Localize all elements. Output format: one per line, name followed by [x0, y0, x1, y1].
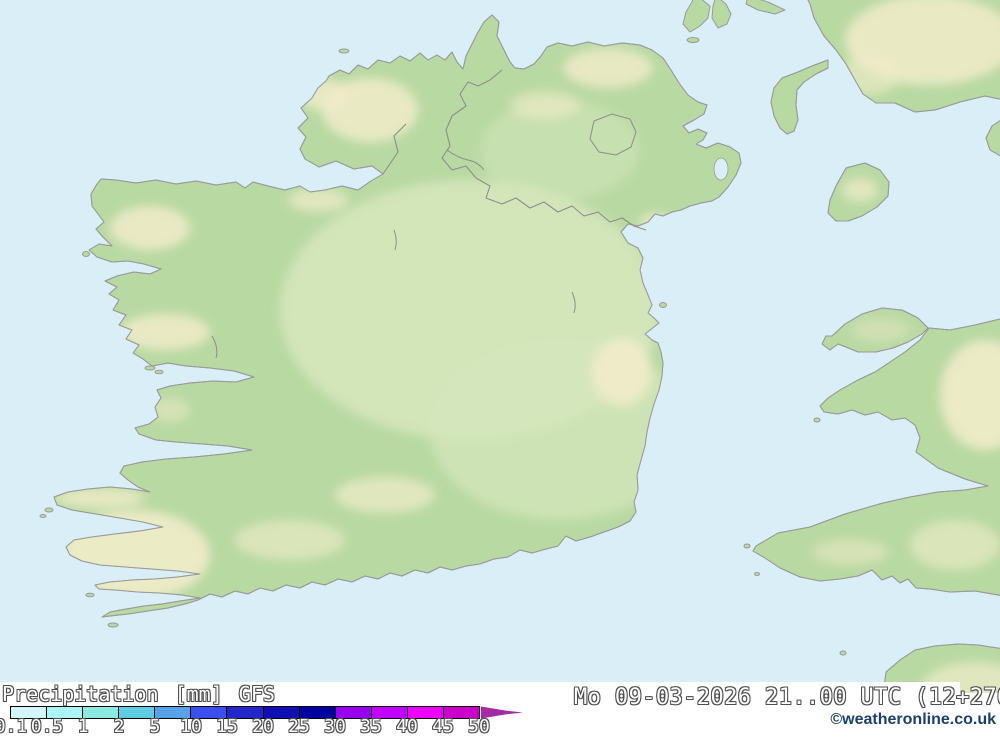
scale-tick-label: 35 — [360, 716, 382, 737]
scale-tick-label: 50 — [468, 716, 490, 737]
color-scale-bar — [10, 706, 480, 719]
scale-segment — [371, 707, 408, 718]
scale-segment — [155, 707, 192, 718]
strangford-lough — [713, 157, 729, 181]
scale-tick-label: 2 — [113, 716, 125, 737]
lakes — [211, 113, 637, 359]
terrain-shading — [55, 0, 1000, 718]
scale-segment — [443, 707, 480, 718]
scale-tick-label: 40 — [396, 716, 418, 737]
color-scale-ticks: 0.1 0.5 1 2 5 10 15 20 25 30 35 40 45 50 — [0, 716, 540, 737]
lough-neagh-outline — [589, 113, 637, 156]
scale-segment — [263, 707, 300, 718]
scale-tick-label: 30 — [324, 716, 346, 737]
credit-link[interactable]: ©weatheronline.co.uk — [830, 711, 996, 728]
forecast-datetime: Mo 09-03-2026 21..00 UTC (12+276 — [574, 685, 1000, 710]
scale-segment — [47, 707, 84, 718]
scale-segment — [191, 707, 228, 718]
scale-tick-label: 15 — [216, 716, 238, 737]
scale-tick-label: 10 — [180, 716, 202, 737]
scale-tick-label: 20 — [252, 716, 274, 737]
scale-segment — [407, 707, 444, 718]
scale-segment — [83, 707, 120, 718]
ni-border-line — [441, 69, 647, 231]
scale-segment — [227, 707, 264, 718]
scale-segment — [299, 707, 336, 718]
scale-tick-label: 1 — [77, 716, 89, 737]
legend-title: Precipitation [mm] GFS — [2, 682, 275, 706]
small-islands — [39, 37, 847, 656]
scale-tick-label: 5 — [149, 716, 161, 737]
scale-tick-label: 45 — [432, 716, 454, 737]
scale-segment — [335, 707, 372, 718]
political-borders — [382, 69, 647, 231]
scale-tick-label: 0.5 — [30, 716, 64, 737]
scale-tick-label: 25 — [288, 716, 310, 737]
scale-tick-label: 0.1 — [0, 716, 28, 737]
scale-segment — [11, 707, 48, 718]
legend-band-right — [960, 693, 1000, 733]
scale-segment — [119, 707, 156, 718]
color-scale-arrow-icon — [481, 706, 523, 719]
